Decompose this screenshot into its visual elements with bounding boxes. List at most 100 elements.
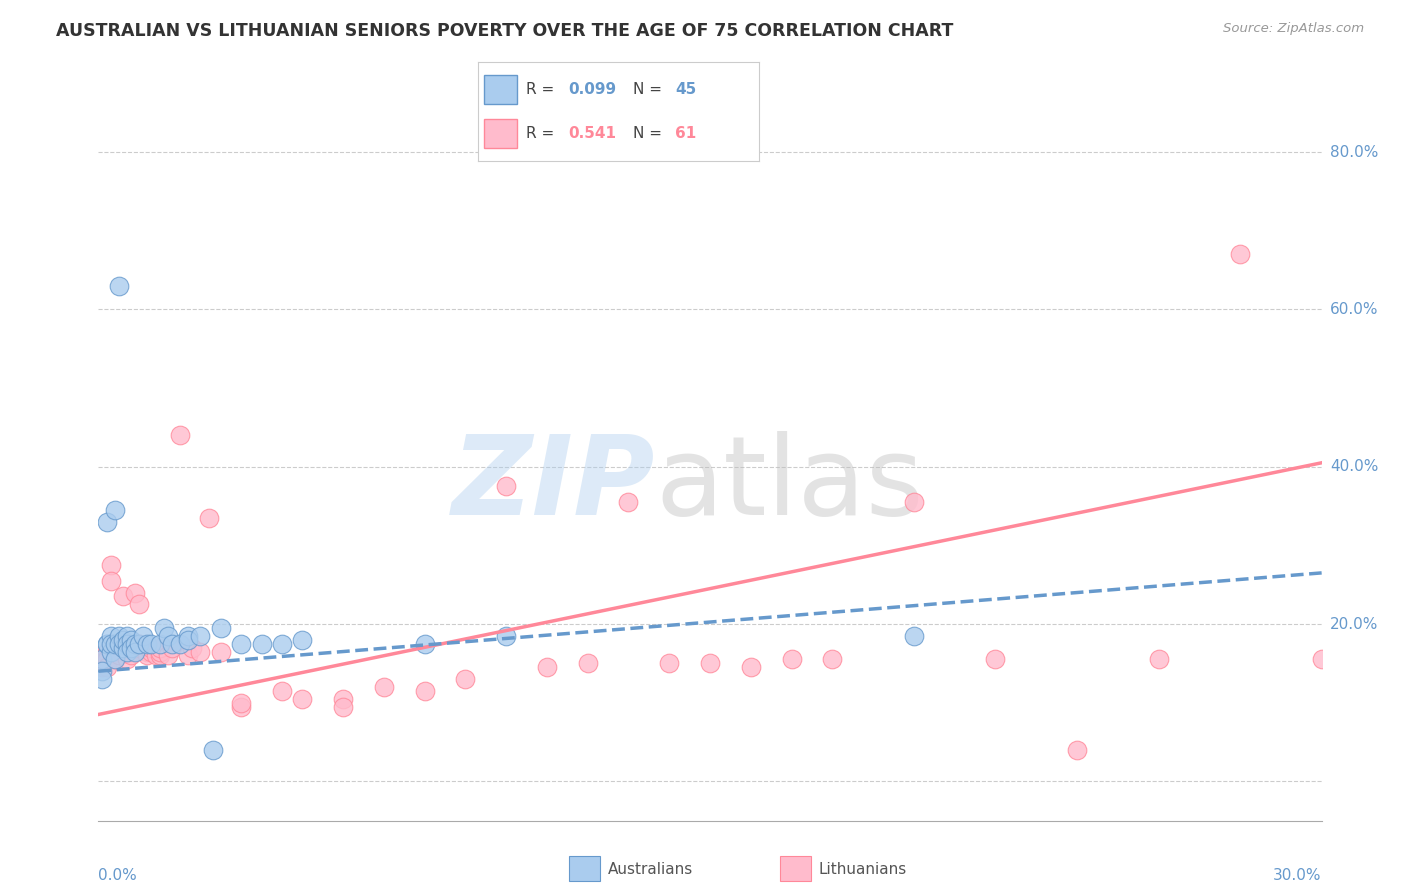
- Text: 0.099: 0.099: [568, 82, 616, 97]
- Point: [1066, 743, 1088, 757]
- Point: [96, 644, 118, 658]
- Point: [373, 680, 395, 694]
- Point: [332, 691, 354, 706]
- Text: R =: R =: [526, 126, 554, 141]
- Point: [136, 637, 159, 651]
- Point: [156, 629, 179, 643]
- Point: [141, 644, 163, 658]
- Point: [197, 511, 219, 525]
- Point: [108, 640, 131, 655]
- Point: [108, 648, 131, 663]
- Point: [699, 657, 721, 671]
- Point: [141, 640, 163, 655]
- Point: [104, 652, 127, 666]
- Point: [291, 632, 314, 647]
- Point: [120, 640, 142, 655]
- Point: [231, 637, 253, 651]
- Point: [108, 637, 131, 651]
- Point: [115, 629, 138, 643]
- Text: 0.541: 0.541: [568, 126, 616, 141]
- FancyBboxPatch shape: [484, 119, 517, 148]
- Text: 80.0%: 80.0%: [1330, 145, 1378, 160]
- Point: [115, 637, 138, 651]
- Point: [111, 632, 134, 647]
- Text: AUSTRALIAN VS LITHUANIAN SENIORS POVERTY OVER THE AGE OF 75 CORRELATION CHART: AUSTRALIAN VS LITHUANIAN SENIORS POVERTY…: [56, 22, 953, 40]
- Point: [1229, 247, 1251, 261]
- Point: [115, 644, 138, 658]
- Point: [115, 652, 138, 666]
- Point: [536, 660, 558, 674]
- Point: [128, 598, 150, 612]
- Point: [108, 278, 131, 293]
- Text: atlas: atlas: [655, 431, 924, 538]
- Point: [160, 640, 183, 655]
- Point: [177, 632, 200, 647]
- Point: [96, 637, 118, 651]
- Point: [231, 699, 253, 714]
- Point: [149, 640, 172, 655]
- Text: 60.0%: 60.0%: [1330, 301, 1378, 317]
- Text: 45: 45: [675, 82, 696, 97]
- Point: [740, 660, 762, 674]
- Point: [96, 515, 118, 529]
- Point: [91, 648, 114, 663]
- Point: [124, 644, 146, 658]
- Point: [104, 640, 127, 655]
- Point: [209, 644, 232, 658]
- Text: 30.0%: 30.0%: [1274, 868, 1322, 883]
- Text: 40.0%: 40.0%: [1330, 459, 1378, 475]
- Point: [160, 637, 183, 651]
- Point: [111, 640, 134, 655]
- Point: [169, 637, 191, 651]
- Point: [100, 637, 122, 651]
- Point: [658, 657, 681, 671]
- Point: [780, 652, 803, 666]
- Point: [136, 648, 159, 663]
- Point: [100, 629, 122, 643]
- Text: 20.0%: 20.0%: [1330, 616, 1378, 632]
- Point: [145, 648, 167, 663]
- Point: [91, 672, 114, 686]
- Point: [100, 558, 122, 572]
- Text: ZIP: ZIP: [451, 431, 655, 538]
- Point: [177, 629, 200, 643]
- Point: [132, 640, 155, 655]
- Point: [124, 637, 146, 651]
- Point: [576, 657, 599, 671]
- Point: [169, 428, 191, 442]
- Point: [149, 637, 172, 651]
- Text: Source: ZipAtlas.com: Source: ZipAtlas.com: [1223, 22, 1364, 36]
- Point: [177, 648, 200, 663]
- Point: [104, 637, 127, 651]
- Point: [413, 637, 436, 651]
- Point: [413, 684, 436, 698]
- Point: [454, 672, 477, 686]
- Point: [984, 652, 1007, 666]
- Point: [495, 479, 517, 493]
- Point: [120, 632, 142, 647]
- Point: [209, 621, 232, 635]
- Point: [128, 637, 150, 651]
- Point: [188, 644, 212, 658]
- Point: [120, 644, 142, 658]
- Point: [96, 652, 118, 666]
- Point: [91, 660, 114, 674]
- Text: 61: 61: [675, 126, 696, 141]
- Point: [100, 644, 122, 658]
- Point: [156, 648, 179, 663]
- Point: [617, 495, 640, 509]
- Point: [132, 629, 155, 643]
- Point: [250, 637, 273, 651]
- Point: [903, 495, 925, 509]
- Point: [104, 644, 127, 658]
- Point: [821, 652, 844, 666]
- Point: [291, 691, 314, 706]
- Point: [1147, 652, 1170, 666]
- Point: [1310, 652, 1333, 666]
- Point: [115, 637, 138, 651]
- Point: [495, 629, 517, 643]
- Point: [91, 652, 114, 666]
- Text: 0.0%: 0.0%: [98, 868, 138, 883]
- Point: [270, 637, 294, 651]
- Point: [120, 648, 142, 663]
